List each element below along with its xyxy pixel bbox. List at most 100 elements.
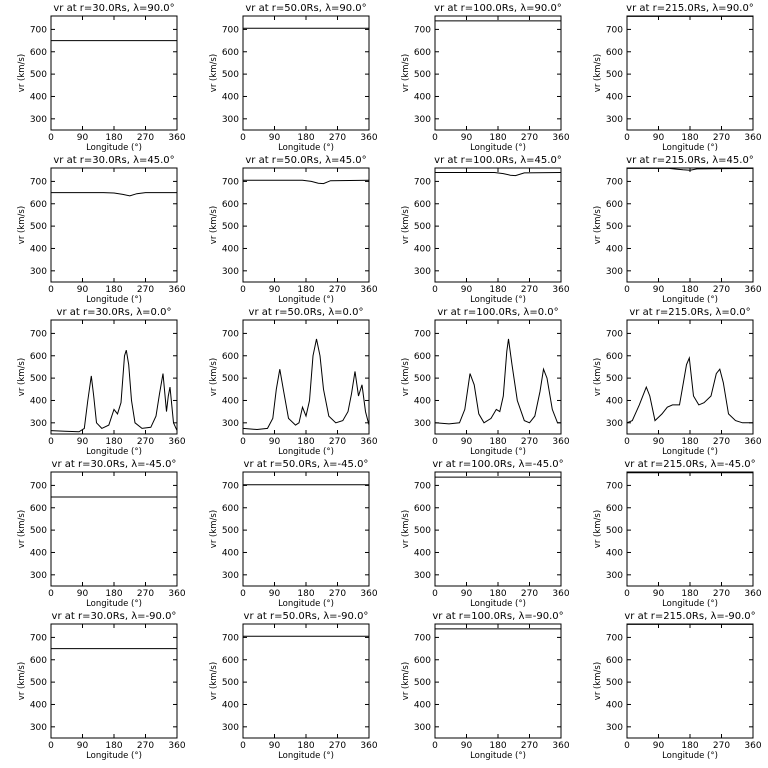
x-tick-label: 270 — [713, 589, 730, 599]
x-tick-label: 0 — [240, 741, 246, 751]
y-tick-label: 700 — [222, 25, 239, 35]
subplot-1-3: vr at r=100.0Rs, λ=90.0° 0 90 180 270 360 300 4… — [401, 3, 570, 153]
x-tick-label: 0 — [48, 285, 54, 295]
x-tick-label: 0 — [432, 589, 438, 599]
x-tick-label: 90 — [77, 741, 89, 751]
series-line — [242, 338, 370, 431]
x-tick-label: 90 — [269, 285, 281, 295]
subplot-title: vr at r=30.0Rs, λ=0.0° — [57, 307, 172, 318]
plot-frame — [626, 471, 754, 587]
y-tick-label: 500 — [606, 70, 623, 80]
y-axis-label: vr (km/s) — [593, 510, 603, 548]
y-tick-label: 600 — [222, 200, 239, 210]
x-tick-label: 360 — [168, 741, 185, 751]
y-tick-label: 400 — [222, 92, 239, 102]
plot-frame — [626, 623, 754, 739]
subplot-title: vr at r=100.0Rs, λ=-90.0° — [432, 611, 563, 622]
x-tick-label: 0 — [624, 285, 630, 295]
x-tick-label: 180 — [489, 437, 506, 447]
y-tick-label: 500 — [222, 526, 239, 536]
x-tick-label: 270 — [137, 437, 154, 447]
x-tick-label: 90 — [653, 437, 665, 447]
x-tick-label: 180 — [297, 741, 314, 751]
x-tick-label: 90 — [77, 133, 89, 143]
subplot-title: vr at r=30.0Rs, λ=90.0° — [53, 3, 174, 14]
y-tick-label: 300 — [414, 267, 431, 277]
y-tick-label: 500 — [414, 678, 431, 688]
x-tick-label: 360 — [552, 741, 569, 751]
y-tick-label: 600 — [222, 656, 239, 666]
x-axis-label: Longitude (°) — [86, 447, 142, 457]
subplot-title: vr at r=30.0Rs, λ=-90.0° — [52, 611, 177, 622]
y-tick-label: 400 — [222, 700, 239, 710]
y-tick-label: 500 — [30, 374, 47, 384]
y-axis-label: vr (km/s) — [17, 662, 27, 700]
x-tick-label: 270 — [137, 285, 154, 295]
subplot-4-3: vr at r=100.0Rs, λ=-45.0° 0 90 180 270 360 300… — [401, 459, 570, 609]
x-tick-label: 270 — [713, 437, 730, 447]
y-tick-label: 500 — [606, 222, 623, 232]
y-tick-label: 700 — [414, 329, 431, 339]
y-tick-label: 700 — [606, 329, 623, 339]
y-tick-label: 700 — [606, 25, 623, 35]
y-tick-label: 400 — [30, 548, 47, 558]
y-tick-label: 600 — [414, 200, 431, 210]
x-tick-label: 270 — [521, 589, 538, 599]
subplot-title: vr at r=215.0Rs, λ=-45.0° — [624, 459, 755, 470]
y-tick-label: 400 — [414, 244, 431, 254]
x-tick-label: 180 — [489, 589, 506, 599]
y-tick-label: 400 — [414, 700, 431, 710]
subplot-1-4: vr at r=215.0Rs, λ=90.0° 0 90 180 270 360 300 4… — [593, 3, 762, 153]
x-tick-label: 360 — [168, 437, 185, 447]
y-tick-label: 300 — [222, 723, 239, 733]
x-tick-label: 270 — [137, 741, 154, 751]
subplot-2-2: vr at r=50.0Rs, λ=45.0° 0 90 180 270 360 300 40… — [209, 155, 378, 305]
x-tick-label: 0 — [240, 589, 246, 599]
x-tick-label: 0 — [624, 437, 630, 447]
y-tick-label: 300 — [30, 723, 47, 733]
x-tick-label: 0 — [624, 741, 630, 751]
x-axis-label: Longitude (°) — [278, 751, 334, 761]
x-tick-label: 180 — [297, 285, 314, 295]
x-tick-label: 0 — [432, 437, 438, 447]
y-tick-label: 700 — [222, 177, 239, 187]
x-tick-label: 180 — [105, 437, 122, 447]
y-tick-label: 600 — [606, 48, 623, 58]
x-tick-label: 360 — [744, 133, 761, 143]
x-tick-label: 0 — [48, 437, 54, 447]
y-tick-label: 400 — [30, 396, 47, 406]
x-tick-label: 360 — [744, 741, 761, 751]
y-tick-label: 700 — [414, 25, 431, 35]
plot-frame — [50, 623, 178, 739]
x-tick-label: 0 — [432, 741, 438, 751]
subplot-5-4: vr at r=215.0Rs, λ=-90.0° 0 90 180 270 360 300… — [593, 611, 762, 761]
y-tick-label: 300 — [414, 419, 431, 429]
subplot-title: vr at r=100.0Rs, λ=90.0° — [434, 3, 562, 14]
x-tick-label: 180 — [105, 133, 122, 143]
x-tick-label: 90 — [653, 741, 665, 751]
x-tick-label: 180 — [681, 589, 698, 599]
x-axis-label: Longitude (°) — [662, 447, 718, 457]
y-tick-label: 500 — [222, 374, 239, 384]
x-tick-label: 180 — [105, 285, 122, 295]
x-axis-label: Longitude (°) — [86, 143, 142, 153]
plot-frame — [50, 319, 178, 435]
subplot-3-3: vr at r=100.0Rs, λ=0.0° 0 90 180 270 360 300 40… — [401, 307, 570, 457]
x-tick-label: 0 — [240, 285, 246, 295]
x-tick-label: 0 — [48, 589, 54, 599]
y-tick-label: 600 — [414, 504, 431, 514]
y-tick-label: 300 — [30, 267, 47, 277]
y-tick-label: 600 — [30, 504, 47, 514]
x-tick-label: 360 — [744, 437, 761, 447]
subplot-title: vr at r=50.0Rs, λ=-90.0° — [244, 611, 369, 622]
y-tick-label: 600 — [30, 48, 47, 58]
y-tick-label: 300 — [414, 115, 431, 125]
x-tick-label: 0 — [432, 285, 438, 295]
x-tick-label: 270 — [329, 741, 346, 751]
y-axis-label: vr (km/s) — [17, 54, 27, 92]
subplot-title: vr at r=215.0Rs, λ=-90.0° — [624, 611, 755, 622]
y-tick-label: 500 — [222, 222, 239, 232]
subplot-2-4: vr at r=215.0Rs, λ=45.0° 0 90 180 270 360 300 4… — [593, 155, 762, 305]
y-axis-label: vr (km/s) — [401, 206, 411, 244]
series-line — [243, 179, 370, 185]
